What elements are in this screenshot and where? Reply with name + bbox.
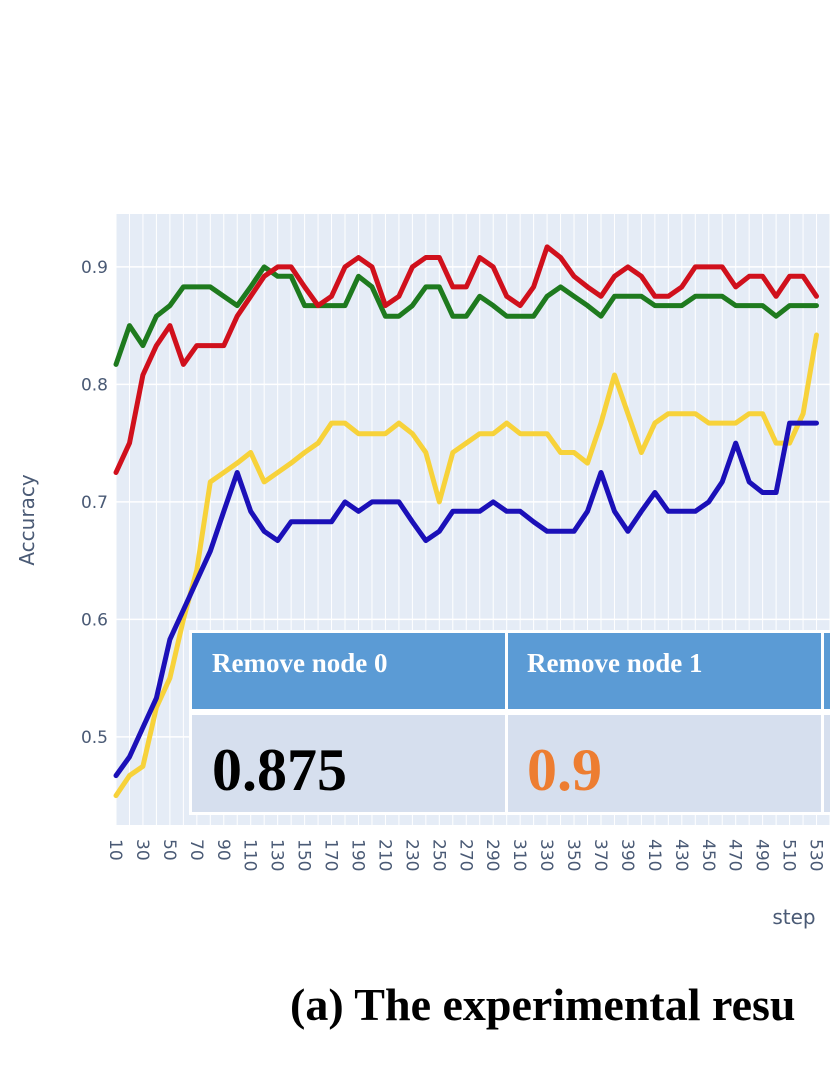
x-tick-label: 490	[752, 839, 772, 871]
x-tick-label: 150	[294, 839, 314, 871]
table-value-remove-node-0: 0.875	[212, 737, 347, 803]
series-line-1	[113, 244, 819, 475]
table-value-cell-0	[192, 715, 505, 812]
x-tick-label: 210	[374, 839, 394, 871]
table-header-cell-2	[824, 633, 830, 709]
y-tick-label: 0.8	[81, 375, 108, 395]
x-tick-label: 10	[105, 839, 125, 861]
x-tick-label: 190	[347, 839, 367, 871]
table-value-remove-node-1: 0.9	[527, 737, 602, 803]
series-layer	[113, 244, 819, 799]
y-axis-ticks: 0.5 0.6 0.7 0.8 0.9	[81, 258, 108, 748]
table-header-cell-1	[508, 633, 821, 709]
x-tick-label: 30	[132, 839, 152, 861]
table-value-cell-2	[824, 715, 830, 812]
x-tick-label: 310	[509, 839, 529, 871]
y-tick-label: 0.6	[81, 610, 108, 630]
table-header-remove-node-1: Remove node 1	[527, 648, 702, 678]
x-axis-title: step	[772, 905, 815, 929]
x-tick-label: 170	[321, 839, 341, 871]
x-tick-label: 330	[536, 839, 556, 871]
x-axis-ticks: 10 30 50 70 90 110 130 150 170 190 210 230 250 270 290…	[105, 839, 826, 871]
x-tick-label: 350	[563, 839, 583, 871]
y-tick-label: 0.5	[81, 728, 108, 748]
x-tick-label: 250	[428, 839, 448, 871]
table-header-remove-node-0: Remove node 0	[212, 648, 387, 678]
y-tick-label: 0.7	[81, 493, 108, 513]
figure-caption: (a) The experimental resu	[290, 979, 796, 1030]
x-tick-label: 450	[698, 839, 718, 871]
x-tick-label: 430	[671, 839, 691, 871]
y-axis-title: Accuracy	[15, 474, 39, 565]
x-tick-label: 370	[590, 839, 610, 871]
x-tick-label: 110	[240, 839, 260, 871]
x-tick-label: 530	[806, 839, 826, 871]
x-tick-label: 270	[455, 839, 475, 871]
x-tick-label: 130	[267, 839, 287, 871]
table-value-cell-1	[508, 715, 821, 812]
series-line-2	[113, 332, 819, 799]
x-tick-label: 230	[401, 839, 421, 871]
y-tick-label: 0.9	[81, 258, 108, 278]
result-table: Remove node 0 Remove node 1 0.875 0.9	[189, 630, 830, 815]
series-line-0	[113, 264, 819, 367]
x-tick-label: 510	[779, 839, 799, 871]
table-header-cell-0	[192, 633, 505, 709]
x-tick-label: 50	[159, 839, 179, 861]
series-line-3	[113, 420, 819, 779]
x-tick-label: 390	[617, 839, 637, 871]
x-tick-label: 470	[725, 839, 745, 871]
x-tick-label: 410	[644, 839, 664, 871]
x-tick-label: 90	[213, 839, 233, 861]
x-tick-label: 290	[482, 839, 502, 871]
x-tick-label: 70	[186, 839, 206, 861]
